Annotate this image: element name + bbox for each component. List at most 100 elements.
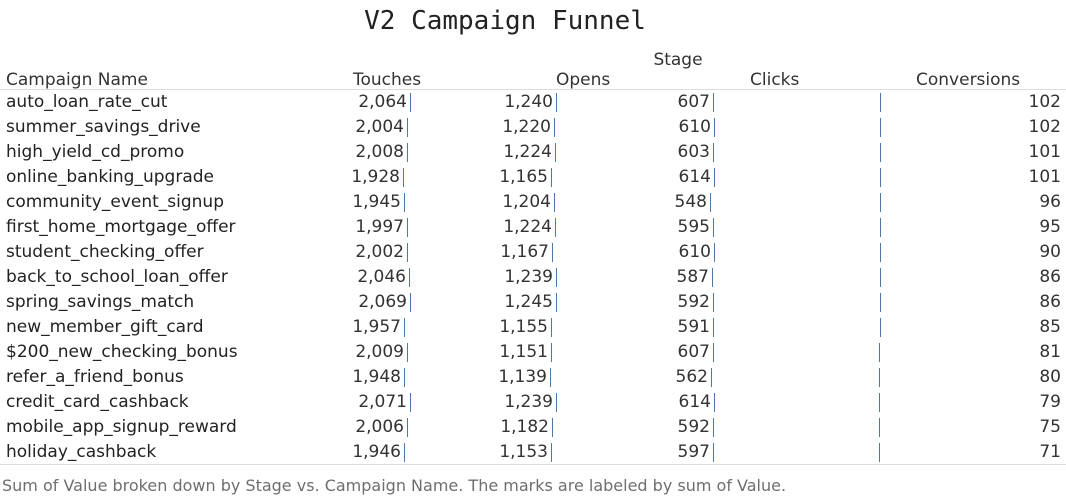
table-row: credit_card_cashback 2,071 1,239 614 79 <box>0 390 1066 415</box>
value-label-clicks: 597 <box>677 442 710 462</box>
table-row: online_banking_upgrade 1,928 1,165 614 101 <box>0 165 1066 190</box>
value-mark-clicks <box>711 368 712 387</box>
value-label-clicks: 591 <box>677 317 710 337</box>
campaign-name-label: mobile_app_signup_reward <box>6 417 237 437</box>
value-mark-clicks <box>713 443 714 462</box>
value-label-conversions: 85 <box>1039 317 1061 337</box>
table-row: mobile_app_signup_reward 2,006 1,182 592 75 <box>0 415 1066 440</box>
table-row: refer_a_friend_bonus 1,948 1,139 562 80 <box>0 365 1066 390</box>
value-mark-opens <box>556 393 557 412</box>
value-mark-opens <box>556 293 557 312</box>
value-mark-conversions <box>880 293 881 312</box>
value-mark-conversions <box>880 93 881 112</box>
value-mark-touches <box>410 293 411 312</box>
value-mark-opens <box>556 268 557 287</box>
value-label-clicks: 610 <box>678 242 711 262</box>
value-label-clicks: 607 <box>677 342 710 362</box>
value-label-touches: 1,948 <box>352 367 401 387</box>
value-label-touches: 2,004 <box>355 117 404 137</box>
value-label-conversions: 101 <box>1028 142 1061 162</box>
value-label-opens: 1,224 <box>503 142 552 162</box>
value-mark-opens <box>554 193 555 212</box>
value-label-opens: 1,153 <box>499 442 548 462</box>
value-label-clicks: 610 <box>678 117 711 137</box>
value-mark-conversions <box>880 218 881 237</box>
value-label-conversions: 81 <box>1039 342 1061 362</box>
value-label-opens: 1,220 <box>502 117 551 137</box>
value-mark-conversions <box>879 368 880 387</box>
value-mark-opens <box>555 218 556 237</box>
table-row: new_member_gift_card 1,957 1,155 591 85 <box>0 315 1066 340</box>
value-mark-clicks <box>713 293 714 312</box>
value-mark-clicks <box>713 93 714 112</box>
campaign-name-label: new_member_gift_card <box>6 317 204 337</box>
value-label-conversions: 80 <box>1039 367 1061 387</box>
table-row: back_to_school_loan_offer 2,046 1,239 587 86 <box>0 265 1066 290</box>
value-mark-touches <box>403 168 404 187</box>
chart-caption: Sum of Value broken down by Stage vs. Ca… <box>2 476 787 495</box>
campaign-name-label: student_checking_offer <box>6 242 204 262</box>
value-mark-conversions <box>880 118 881 137</box>
table-row: first_home_mortgage_offer 1,997 1,224 595 95 <box>0 215 1066 240</box>
value-label-touches: 2,002 <box>355 242 404 262</box>
column-header-opens: Opens <box>556 70 611 90</box>
value-label-clicks: 562 <box>675 367 708 387</box>
campaign-name-label: back_to_school_loan_offer <box>6 267 228 287</box>
value-label-conversions: 75 <box>1039 417 1061 437</box>
campaign-name-label: $200_new_checking_bonus <box>6 342 238 362</box>
value-mark-touches <box>407 418 408 437</box>
value-label-opens: 1,204 <box>502 192 551 212</box>
value-label-conversions: 102 <box>1028 92 1061 112</box>
value-mark-conversions <box>879 393 880 412</box>
table-row: spring_savings_match 2,069 1,245 592 86 <box>0 290 1066 315</box>
value-mark-clicks <box>712 268 713 287</box>
value-mark-clicks <box>714 393 715 412</box>
column-header-touches: Touches <box>353 70 422 90</box>
campaign-name-label: holiday_cashback <box>6 442 157 462</box>
value-mark-touches <box>410 393 411 412</box>
value-label-touches: 2,069 <box>358 292 407 312</box>
value-mark-conversions <box>880 268 881 287</box>
value-mark-clicks <box>713 218 714 237</box>
value-label-touches: 1,946 <box>352 442 401 462</box>
campaign-name-label: credit_card_cashback <box>6 392 189 412</box>
value-mark-touches <box>407 218 408 237</box>
value-mark-opens <box>554 118 555 137</box>
value-label-opens: 1,239 <box>504 392 553 412</box>
value-label-clicks: 592 <box>677 292 710 312</box>
header-divider <box>0 89 1066 90</box>
value-label-conversions: 71 <box>1039 442 1061 462</box>
value-mark-conversions <box>880 143 881 162</box>
campaign-name-label: refer_a_friend_bonus <box>6 367 184 387</box>
table-row: high_yield_cd_promo 2,008 1,224 603 101 <box>0 140 1066 165</box>
value-label-conversions: 79 <box>1039 392 1061 412</box>
value-label-opens: 1,165 <box>499 167 548 187</box>
value-label-opens: 1,224 <box>503 217 552 237</box>
campaign-name-label: spring_savings_match <box>6 292 195 312</box>
value-mark-clicks <box>713 143 714 162</box>
value-label-opens: 1,245 <box>504 292 553 312</box>
value-mark-touches <box>407 118 408 137</box>
value-label-clicks: 614 <box>678 167 711 187</box>
table-row: community_event_signup 1,945 1,204 548 96 <box>0 190 1066 215</box>
value-label-conversions: 86 <box>1039 267 1061 287</box>
value-label-clicks: 614 <box>678 392 711 412</box>
table-row: student_checking_offer 2,002 1,167 610 90 <box>0 240 1066 265</box>
value-mark-touches <box>404 193 405 212</box>
value-mark-touches <box>407 143 408 162</box>
table-row: $200_new_checking_bonus 2,009 1,151 607 81 <box>0 340 1066 365</box>
value-mark-opens <box>552 418 553 437</box>
value-mark-opens <box>556 93 557 112</box>
value-label-conversions: 95 <box>1039 217 1061 237</box>
value-mark-touches <box>407 343 408 362</box>
value-mark-clicks <box>710 193 711 212</box>
value-mark-clicks <box>713 343 714 362</box>
value-label-touches: 2,008 <box>355 142 404 162</box>
value-label-touches: 2,064 <box>358 92 407 112</box>
table-row: holiday_cashback 1,946 1,153 597 71 <box>0 440 1066 465</box>
value-mark-opens <box>550 368 551 387</box>
value-mark-clicks <box>714 118 715 137</box>
table-bottom-divider <box>0 464 1066 465</box>
value-mark-clicks <box>713 318 714 337</box>
value-label-opens: 1,167 <box>500 242 549 262</box>
